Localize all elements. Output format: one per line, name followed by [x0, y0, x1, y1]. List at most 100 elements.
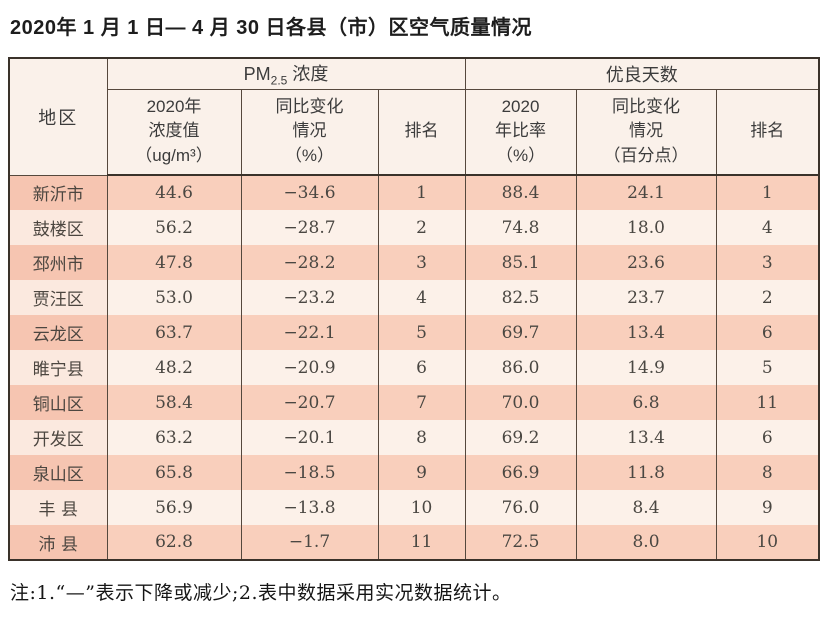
cell-region: 邳州市: [8, 245, 108, 280]
cell-good_ratio: 69.2: [464, 420, 577, 455]
cell-pm_rank: 4: [377, 280, 466, 315]
cell-pm_value: 48.2: [106, 350, 242, 385]
cell-good_ratio: 86.0: [464, 350, 577, 385]
table-row: 新沂市 44.6 −34.6 1 88.4 24.1 1: [8, 175, 820, 210]
cell-pm_rank: 3: [377, 245, 466, 280]
cell-pm_rank: 11: [377, 525, 466, 560]
cell-good_change: 23.6: [575, 245, 717, 280]
cell-good_rank: 1: [715, 175, 820, 210]
cell-good_change: 14.9: [575, 350, 717, 385]
cell-good_change: 11.8: [575, 455, 717, 490]
cell-region: 开发区: [8, 420, 108, 455]
cell-pm_change: −20.1: [240, 420, 379, 455]
cell-region: 新沂市: [8, 175, 108, 210]
cell-pm_rank: 6: [377, 350, 466, 385]
group-header-row: 地区 PM2.5 浓度 优良天数: [8, 57, 820, 176]
cell-pm_change: −22.1: [240, 315, 379, 350]
page-title: 2020年 1 月 1 日— 4 月 30 日各县（市）区空气质量情况: [10, 17, 533, 39]
cell-pm_change: −18.5: [240, 455, 379, 490]
cell-pm_change: −20.7: [240, 385, 379, 420]
cell-pm_value: 63.2: [106, 420, 242, 455]
cell-good_change: 24.1: [575, 175, 717, 210]
table-row: 沛 县 62.8 −1.7 11 72.5 8.0 10: [8, 525, 820, 560]
cell-pm_value: 58.4: [106, 385, 242, 420]
column-group-good-days: 优良天数: [464, 57, 820, 90]
sub-header-row: 2020年 浓度值 （ug/m³） 同比变化 情况 （%） 排名 2020 年比…: [9, 88, 820, 176]
cell-good_change: 13.4: [575, 420, 717, 455]
table-row: 云龙区 63.7 −22.1 5 69.7 13.4 6: [8, 315, 820, 350]
cell-good_ratio: 74.8: [464, 210, 577, 245]
cell-pm_change: −1.7: [240, 525, 379, 560]
cell-good_ratio: 85.1: [464, 245, 577, 280]
cell-pm_rank: 8: [377, 420, 466, 455]
table-header: 地区 PM2.5 浓度 优良天数 2020年 浓度值 （ug/m³） 同比变化 …: [8, 57, 820, 176]
cell-good_ratio: 76.0: [464, 490, 577, 525]
cell-good_ratio: 70.0: [464, 385, 577, 420]
column-header-good-rank: 排名: [715, 88, 820, 176]
column-header-pm-rank: 排名: [377, 88, 466, 176]
cell-good_rank: 6: [715, 420, 820, 455]
cell-good_rank: 9: [715, 490, 820, 525]
cell-region: 丰 县: [8, 490, 108, 525]
cell-good_rank: 2: [715, 280, 820, 315]
cell-pm_change: −20.9: [240, 350, 379, 385]
cell-region: 沛 县: [8, 525, 108, 560]
cell-pm_rank: 2: [377, 210, 466, 245]
pm25-label-subscript: 2.5: [270, 73, 288, 88]
cell-good_rank: 5: [715, 350, 820, 385]
cell-region: 铜山区: [8, 385, 108, 420]
table-row: 开发区 63.2 −20.1 8 69.2 13.4 6: [8, 420, 820, 455]
cell-good_rank: 8: [715, 455, 820, 490]
cell-good_rank: 3: [715, 245, 820, 280]
cell-good_rank: 10: [715, 525, 820, 560]
cell-good_ratio: 72.5: [464, 525, 577, 560]
cell-pm_value: 53.0: [106, 280, 242, 315]
table-row: 贾汪区 53.0 −23.2 4 82.5 23.7 2: [8, 280, 820, 315]
cell-region: 鼓楼区: [8, 210, 108, 245]
cell-pm_value: 44.6: [106, 175, 242, 210]
column-header-good-ratio: 2020 年比率 （%）: [464, 88, 577, 176]
table-row: 鼓楼区 56.2 −28.7 2 74.8 18.0 4: [8, 210, 820, 245]
cell-pm_value: 56.2: [106, 210, 242, 245]
table-row: 丰 县 56.9 −13.8 10 76.0 8.4 9: [8, 490, 820, 525]
cell-good_ratio: 66.9: [464, 455, 577, 490]
cell-good_change: 23.7: [575, 280, 717, 315]
cell-good_ratio: 82.5: [464, 280, 577, 315]
cell-good_change: 8.0: [575, 525, 717, 560]
cell-good_change: 8.4: [575, 490, 717, 525]
cell-pm_change: −34.6: [240, 175, 379, 210]
table-row: 铜山区 58.4 −20.7 7 70.0 6.8 11: [8, 385, 820, 420]
cell-pm_rank: 5: [377, 315, 466, 350]
cell-pm_value: 63.7: [106, 315, 242, 350]
cell-region: 泉山区: [8, 455, 108, 490]
cell-good_rank: 11: [715, 385, 820, 420]
cell-pm_value: 56.9: [106, 490, 242, 525]
cell-good_change: 13.4: [575, 315, 717, 350]
footnote: 注:1.“—”表示下降或减少;2.表中数据采用实况数据统计。: [10, 582, 512, 604]
table-row: 泉山区 65.8 −18.5 9 66.9 11.8 8: [8, 455, 820, 490]
table-row: 邳州市 47.8 −28.2 3 85.1 23.6 3: [8, 245, 820, 280]
cell-pm_value: 47.8: [106, 245, 242, 280]
cell-good_rank: 6: [715, 315, 820, 350]
cell-pm_change: −28.7: [240, 210, 379, 245]
pm25-label-base: PM: [243, 63, 271, 84]
pm25-label-rest: 浓度: [287, 63, 329, 84]
air-quality-table: 地区 PM2.5 浓度 优良天数 2020年 浓度值 （ug/m³） 同比变化 …: [8, 57, 821, 561]
cell-pm_rank: 9: [377, 455, 466, 490]
cell-pm_change: −28.2: [240, 245, 379, 280]
cell-region: 云龙区: [8, 315, 108, 350]
cell-pm_value: 62.8: [106, 525, 242, 560]
cell-region: 睢宁县: [8, 350, 108, 385]
column-header-good-change: 同比变化 情况 （百分点）: [575, 88, 717, 176]
cell-good_change: 18.0: [575, 210, 717, 245]
column-header-pm-change: 同比变化 情况 （%）: [240, 88, 379, 176]
column-group-pm25: PM2.5 浓度: [106, 57, 466, 90]
page: 2020年 1 月 1 日— 4 月 30 日各县（市）区空气质量情况 地区 P…: [8, 17, 821, 604]
cell-pm_rank: 10: [377, 490, 466, 525]
cell-pm_rank: 7: [377, 385, 466, 420]
cell-good_ratio: 69.7: [464, 315, 577, 350]
cell-pm_change: −23.2: [240, 280, 379, 315]
column-header-region: 地区: [8, 57, 108, 176]
column-header-pm-value: 2020年 浓度值 （ug/m³）: [106, 88, 242, 176]
cell-region: 贾汪区: [8, 280, 108, 315]
